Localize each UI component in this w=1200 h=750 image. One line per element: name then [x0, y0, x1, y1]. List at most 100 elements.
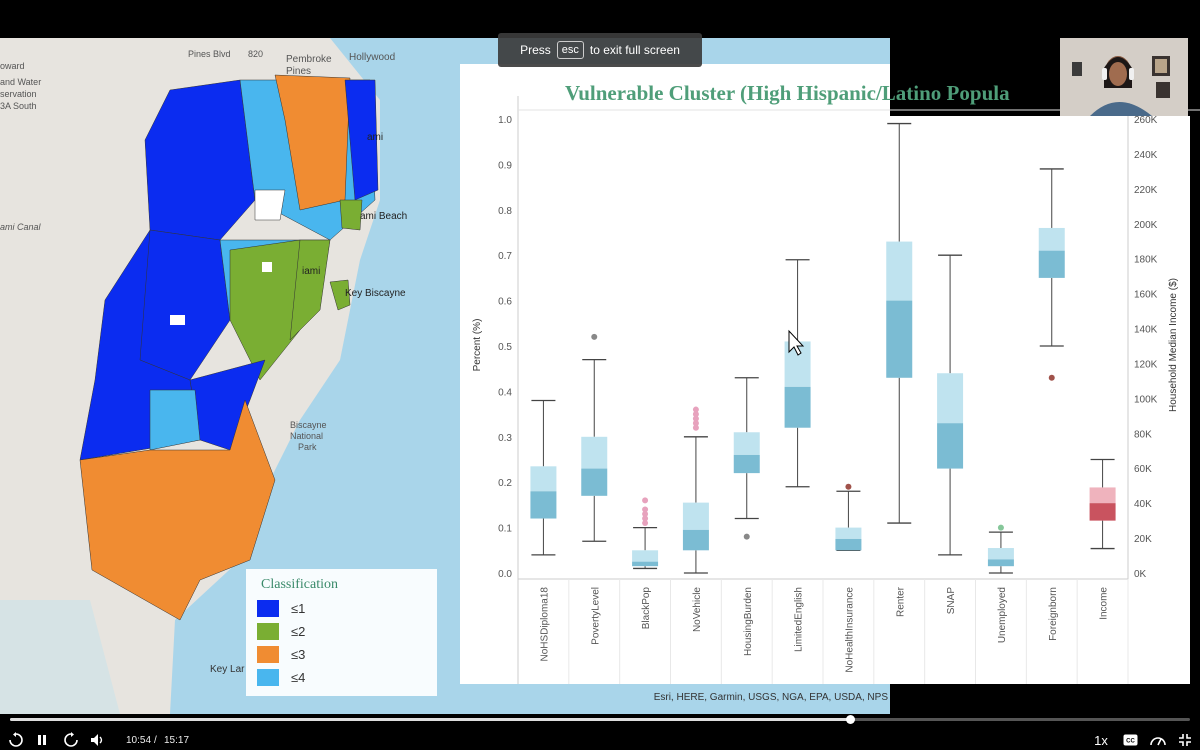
x-tick-label: Unemployed: [997, 587, 1008, 643]
slide-frame: Pines Blvd 820 Pembroke Pines Hollywood …: [0, 38, 1200, 714]
map-label: ami: [367, 132, 383, 143]
outlier-point: [642, 510, 649, 517]
y2-tick-label: 100K: [1134, 394, 1158, 405]
y2-tick-label: 140K: [1134, 325, 1158, 336]
box-lower-PovertyLevel: [581, 468, 608, 496]
box-lower-NoHealthInsurance: [835, 538, 862, 551]
box-lower-NoVehicle: [682, 529, 709, 551]
box-upper-HousingBurden: [733, 432, 760, 455]
y2-tick-label: 120K: [1134, 359, 1158, 370]
y2-tick-label: 60K: [1134, 464, 1152, 475]
map-label: Park: [298, 442, 317, 452]
cc-icon[interactable]: CC: [1122, 731, 1138, 749]
outlier-point: [642, 506, 649, 513]
cc-label: CC: [1126, 739, 1135, 745]
y2-tick-label: 40K: [1134, 499, 1152, 510]
map-attribution: Esri, HERE, Garmin, USGS, NGA, EPA, USDA…: [653, 692, 888, 703]
x-tick-label: Income: [1099, 587, 1110, 620]
progress-handle[interactable]: [846, 715, 856, 724]
map-label: servation: [0, 89, 37, 99]
y-tick-label: 1.0: [498, 115, 512, 126]
map-label: ami Canal: [0, 222, 42, 232]
black-margin: [890, 684, 1200, 714]
map-label: and Water: [0, 77, 41, 87]
box-upper-Income: [1089, 487, 1116, 504]
legend-label: ≤3: [291, 647, 305, 662]
pause-icon[interactable]: [33, 731, 51, 749]
mouse-cursor-icon: [788, 329, 805, 356]
progress-fill: [10, 718, 851, 721]
y2-tick-label: 240K: [1134, 150, 1158, 161]
box-upper-BlackPop: [632, 550, 659, 562]
y-tick-label: 0.2: [498, 478, 512, 489]
esc-key: esc: [556, 41, 584, 59]
boxplot-chart: Vulnerable Cluster (High Hispanic/Latino…: [460, 64, 1200, 684]
box-lower-Unemployed: [987, 559, 1014, 567]
forward-icon[interactable]: [61, 731, 81, 749]
quality-icon[interactable]: [1148, 731, 1168, 749]
outlier-point: [692, 406, 699, 413]
y-tick-label: 0.9: [498, 160, 512, 171]
box-upper-PovertyLevel: [581, 436, 608, 469]
box-upper-NoHealthInsurance: [835, 527, 862, 539]
outlier-point: [642, 497, 649, 504]
outlier-point: [642, 520, 649, 527]
map-label: 3A South: [0, 101, 37, 111]
y-tick-label: 0.8: [498, 206, 512, 217]
outlier-point: [743, 533, 750, 540]
map-legend: Classification ≤1 ≤2 ≤3 ≤4: [246, 569, 437, 696]
y2-tick-label: 0K: [1134, 569, 1147, 580]
outlier-point: [1048, 374, 1055, 381]
duration: 15:17: [164, 735, 190, 746]
playback-speed-button[interactable]: 1x: [1094, 732, 1108, 748]
map-label: Key Lar: [210, 664, 245, 675]
outlier-point: [642, 515, 649, 522]
box-lower-Renter: [886, 300, 913, 378]
exit-fullscreen-icon[interactable]: [1176, 731, 1194, 749]
x-tick-label: BlackPop: [641, 587, 652, 630]
legend-label: ≤1: [291, 601, 305, 616]
x-tick-label: NoVehicle: [692, 587, 703, 632]
outlier-point: [591, 333, 598, 340]
box-lower-Foreignborn: [1038, 250, 1065, 278]
box-upper-NoVehicle: [682, 502, 709, 530]
legend-title: Classification: [261, 577, 338, 592]
legend-label: ≤4: [291, 670, 305, 685]
fullscreen-toast: Press esc to exit full screen: [498, 33, 702, 67]
box-upper-SNAP: [937, 373, 964, 424]
progress-bar[interactable]: [10, 715, 1190, 724]
legend-swatch: [257, 669, 279, 686]
webcam-overlay: [1060, 38, 1188, 116]
legend-swatch: [257, 623, 279, 640]
box-lower-LimitedEnglish: [784, 386, 811, 428]
x-tick-label: Renter: [895, 586, 906, 617]
x-tick-label: LimitedEnglish: [794, 587, 805, 652]
x-tick-label: Foreignborn: [1048, 587, 1059, 641]
y-tick-label: 0.1: [498, 524, 512, 535]
choropleth-map: [79, 74, 379, 621]
x-tick-label: HousingBurden: [743, 587, 754, 656]
box-upper-Unemployed: [987, 548, 1014, 560]
volume-icon[interactable]: [89, 731, 107, 749]
y-tick-label: 0.0: [498, 569, 512, 580]
y-tick-label: 0.3: [498, 433, 512, 444]
box-lower-HousingBurden: [733, 454, 760, 474]
legend-label: ≤2: [291, 624, 305, 639]
map-label: Pembroke: [286, 54, 332, 65]
replay-icon[interactable]: [6, 731, 26, 749]
map-label: ami Beach: [360, 211, 407, 222]
x-tick-label: PovertyLevel: [590, 587, 601, 645]
box-lower-BlackPop: [632, 561, 659, 567]
x-tick-label: NoHealthInsurance: [844, 587, 855, 673]
y2-tick-label: 80K: [1134, 429, 1152, 440]
map-label: Hollywood: [349, 52, 395, 63]
x-tick-label: SNAP: [946, 587, 957, 615]
y-tick-label: 0.4: [498, 387, 512, 398]
y2-tick-label: 180K: [1134, 255, 1158, 266]
y2-tick-label: 220K: [1134, 185, 1158, 196]
y2-axis-label: Household Median Income ($): [1168, 278, 1179, 412]
y2-tick-label: 260K: [1134, 115, 1158, 126]
map-label: 820: [248, 49, 263, 59]
map-label: Biscayne: [290, 420, 327, 430]
